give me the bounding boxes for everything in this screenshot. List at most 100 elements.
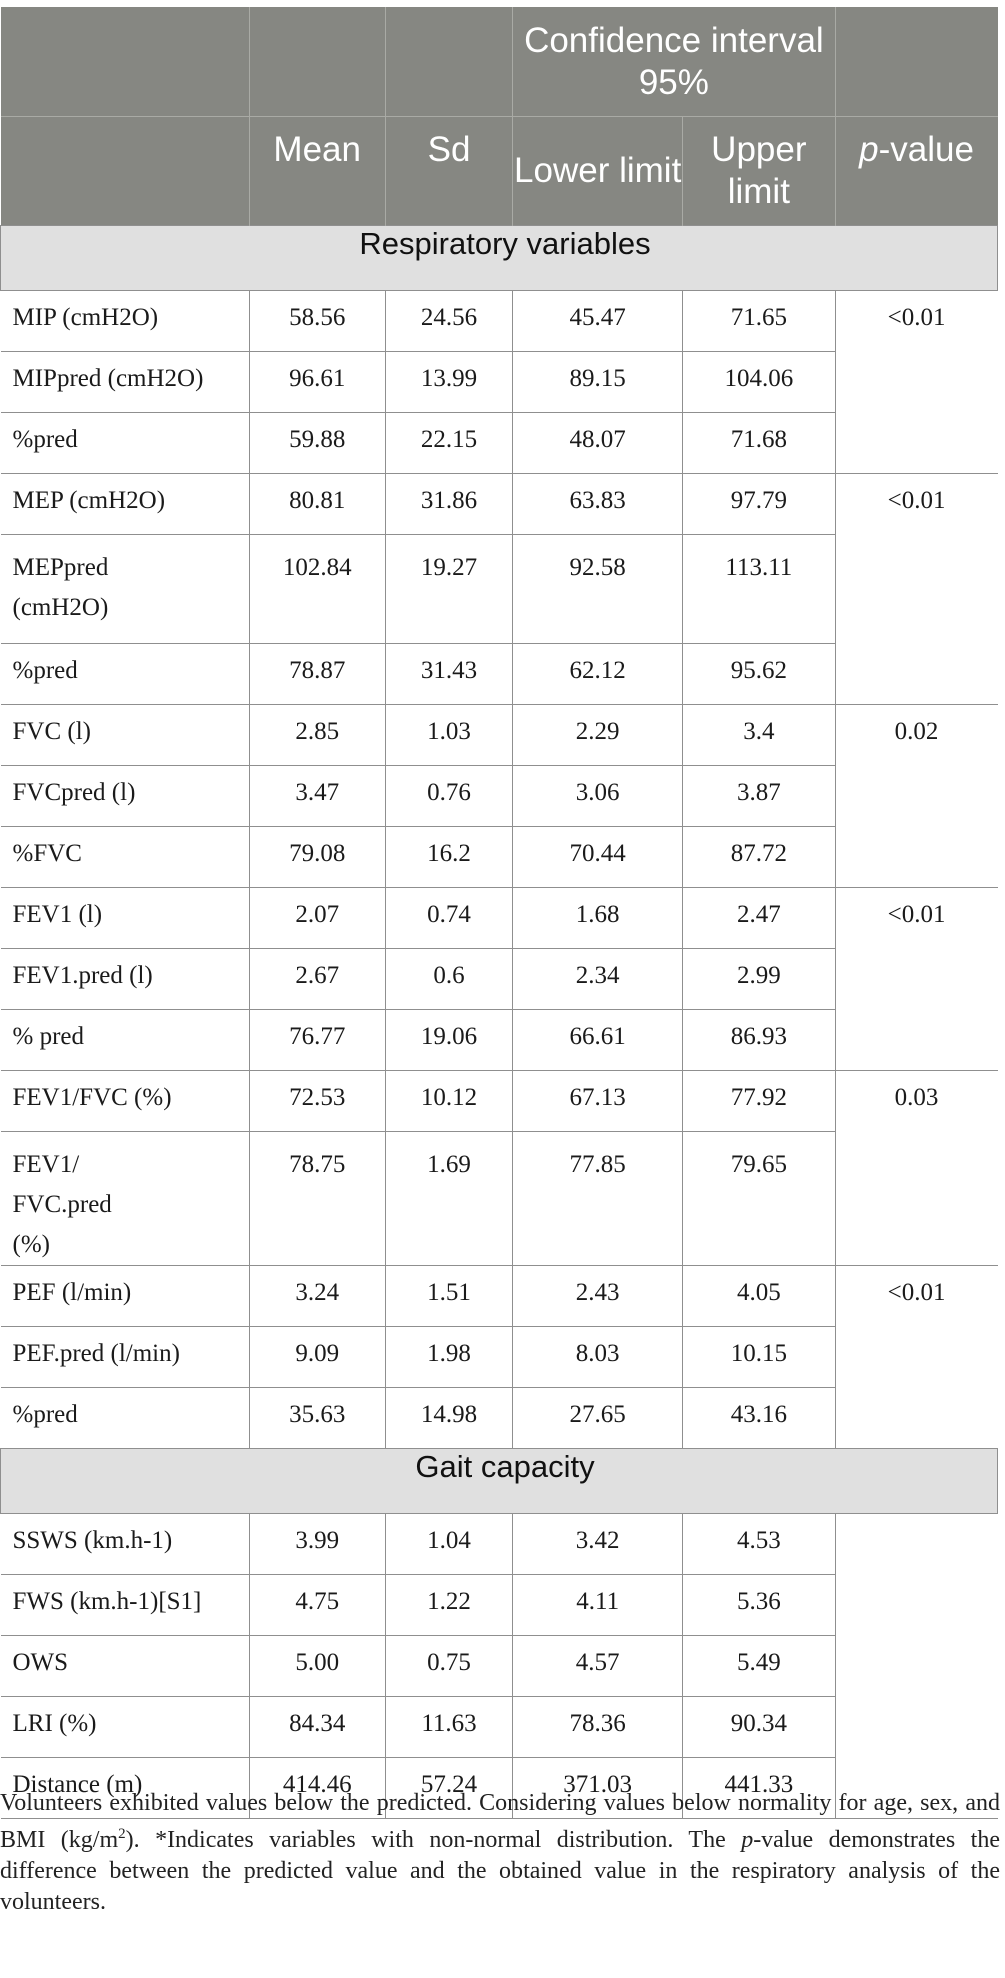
cell-upper-value: 2.99	[736, 962, 781, 989]
cell-sd: 13.99	[384, 351, 514, 413]
cell-mean: 2.67	[248, 948, 386, 1010]
cell-mean-value: 79.08	[289, 840, 346, 867]
cell-mean: 80.81	[248, 473, 386, 535]
cell-upper-value: 104.06	[724, 365, 794, 392]
row-label: %pred	[0, 412, 250, 474]
cell-upper-value: 113.11	[725, 554, 793, 581]
row-label-text: Distance (m)	[12, 1771, 143, 1798]
row-label: FEV1/ FVC.pred (%)	[0, 1131, 250, 1266]
cell-upper: 5.49	[682, 1635, 836, 1697]
row-label-text: MIPpred (cmH2O)	[12, 365, 204, 392]
cell-lower: 66.61	[512, 1009, 684, 1071]
cell-mean-value: 84.34	[289, 1710, 346, 1737]
cell-sd: 1.69	[384, 1131, 514, 1266]
cell-upper-value: 4.53	[736, 1527, 781, 1554]
cell-lower-value: 48.07	[569, 426, 626, 453]
cell-lower-value: 4.57	[575, 1649, 620, 1676]
cell-upper: 95.62	[682, 643, 836, 705]
cell-lower: 70.44	[512, 826, 684, 888]
row-label-text: PEF.pred (l/min)	[12, 1340, 180, 1367]
row-label-text: SSWS (km.h-1)	[12, 1527, 173, 1554]
cell-sd-value: 1.03	[427, 718, 471, 745]
cell-sd-value: 0.75	[427, 1649, 471, 1676]
cell-sd: 24.56	[384, 290, 514, 352]
cell-mean-value: 3.99	[295, 1527, 340, 1554]
header-empty	[248, 7, 386, 117]
cell-sd: 0.76	[384, 765, 514, 827]
cell-mean-value: 78.87	[289, 657, 346, 684]
row-label-text: %pred	[12, 1401, 78, 1428]
cell-upper: 71.68	[682, 412, 836, 474]
header-ci-group: Confidence interval 95%	[512, 7, 836, 117]
cell-upper-value: 5.36	[736, 1588, 781, 1615]
cell-upper-value: 71.68	[730, 426, 787, 453]
cell-sd-value: 0.6	[433, 962, 465, 989]
cell-lower: 62.12	[512, 643, 684, 705]
cell-upper-value: 3.87	[736, 779, 781, 806]
cell-upper: 87.72	[682, 826, 836, 888]
cell-sd: 31.86	[384, 473, 514, 535]
row-label-text: MIP (cmH2O)	[12, 304, 159, 331]
row-label: PEF (l/min)	[0, 1265, 250, 1327]
cell-lower: 2.29	[512, 704, 684, 766]
cell-mean-value: 59.88	[289, 426, 346, 453]
cell-lower: 78.36	[512, 1696, 684, 1758]
cell-lower: 45.47	[512, 290, 684, 352]
cell-mean: 72.53	[248, 1070, 386, 1132]
cell-lower: 4.57	[512, 1635, 684, 1697]
cell-lower: 2.34	[512, 948, 684, 1010]
cell-upper-value: 71.65	[730, 304, 787, 331]
table-row: PEF (l/min) 3.24 1.51 2.43 4.05 <0.01	[0, 1265, 998, 1449]
cell-lower: 2.43	[512, 1265, 684, 1327]
cell-p-value-text	[836, 1514, 998, 1527]
cell-sd-value: 22.15	[420, 426, 478, 453]
table-row: Distance (m) 414.46 57.24 371.03 441.33	[0, 1757, 998, 1819]
cell-lower: 67.13	[512, 1070, 684, 1132]
cell-lower-value: 66.61	[569, 1023, 626, 1050]
table-row: MIPpred (cmH2O) 96.61 13.99 89.15 104.06	[0, 351, 998, 413]
header-empty	[0, 116, 250, 226]
cell-lower-value: 8.03	[575, 1340, 620, 1367]
table-row: FVC (l) 2.85 1.03 2.29 3.4 0.02	[0, 704, 998, 888]
cell-mean: 2.85	[248, 704, 386, 766]
cell-sd: 11.63	[384, 1696, 514, 1758]
table-row: FEV1/ FVC.pred (%) 78.75 1.69 77.85 79.65	[0, 1131, 998, 1266]
cell-upper: 43.16	[682, 1387, 836, 1449]
cell-upper-value: 5.49	[736, 1649, 781, 1676]
table-row: MIP (cmH2O) 58.56 24.56 45.47 71.65 <0.01	[0, 290, 998, 474]
cell-upper: 97.79	[682, 473, 836, 535]
cell-upper: 90.34	[682, 1696, 836, 1758]
footnote-superscript: 2	[118, 1826, 126, 1842]
cell-mean: 5.00	[248, 1635, 386, 1697]
row-label-text: % pred	[12, 1023, 85, 1050]
table-row: %pred 59.88 22.15 48.07 71.68	[0, 412, 998, 474]
cell-upper-value: 4.05	[736, 1279, 781, 1306]
table-row: MEP (cmH2O) 80.81 31.86 63.83 97.79 <0.01	[0, 473, 998, 705]
table-row: SSWS (km.h-1) 3.99 1.04 3.42 4.53	[0, 1513, 998, 1819]
cell-p-value-text: 0.03	[894, 1084, 939, 1111]
cell-mean: 414.46	[248, 1757, 386, 1819]
cell-sd: 57.24	[384, 1757, 514, 1819]
cell-lower: 63.83	[512, 473, 684, 535]
cell-sd: 19.27	[384, 534, 514, 644]
cell-upper-value: 79.65	[730, 1151, 787, 1178]
cell-mean: 3.47	[248, 765, 386, 827]
section-title: Respiratory variables	[0, 225, 998, 291]
cell-upper: 2.99	[682, 948, 836, 1010]
cell-sd-value: 31.43	[420, 657, 478, 684]
cell-upper-value: 86.93	[730, 1023, 787, 1050]
cell-lower: 4.11	[512, 1574, 684, 1636]
cell-lower-value: 70.44	[569, 840, 626, 867]
cell-mean: 3.24	[248, 1265, 386, 1327]
cell-lower: 3.06	[512, 765, 684, 827]
footnote-text-3: -value demonstrates the difference betwe…	[0, 1827, 1000, 1915]
footnote-p-letter: p	[741, 1827, 754, 1853]
cell-p-value-text: 0.02	[894, 718, 939, 745]
cell-sd-value: 24.56	[420, 304, 478, 331]
row-label: SSWS (km.h-1)	[0, 1513, 250, 1575]
cell-p-value: 0.03	[834, 1070, 998, 1266]
cell-mean-value: 9.09	[295, 1340, 340, 1367]
cell-p-value: 0.02	[834, 704, 998, 888]
footnote-text-1: Volunteers exhibited values below the pr…	[0, 1790, 1000, 1853]
cell-upper: 3.87	[682, 765, 836, 827]
